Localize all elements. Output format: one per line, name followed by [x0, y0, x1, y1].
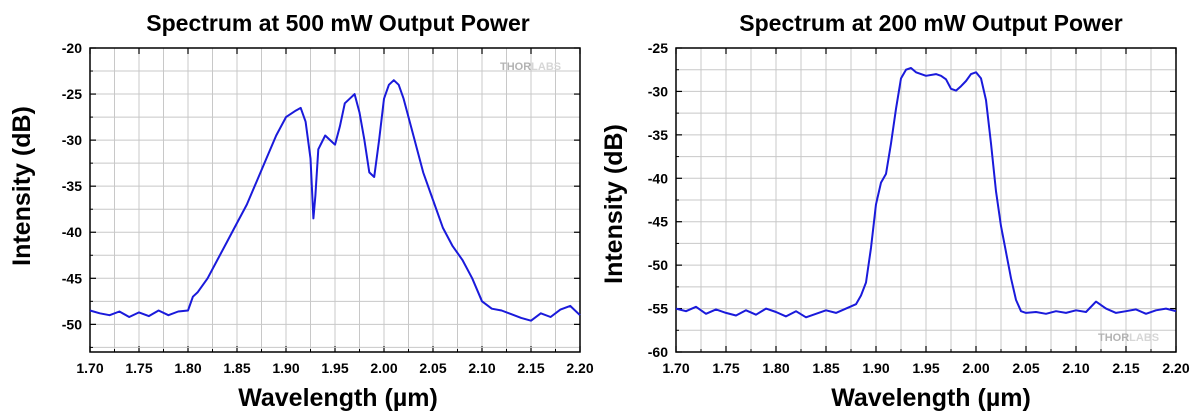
y-tick-label: -55 [648, 301, 668, 317]
chart-title: Spectrum at 500 mW Output Power [146, 10, 529, 36]
y-tick-label: -25 [648, 40, 668, 56]
spectrum-line [89, 79, 581, 322]
watermark-part-2: LABS [1129, 332, 1159, 344]
chart-panel-200mw: Spectrum at 200 mW Output Power Waveleng… [600, 0, 1200, 420]
chart-panel-500mw: Spectrum at 500 mW Output Power Waveleng… [8, 10, 594, 412]
x-tick-label: 1.90 [272, 360, 299, 376]
watermark-part-1: THOR [1098, 332, 1129, 344]
y-tick-label: -30 [62, 132, 82, 148]
x-tick-label: 2.00 [962, 360, 989, 376]
spectrum-chart-200mw: Spectrum at 200 mW Output Power Waveleng… [600, 10, 1190, 412]
y-axis-label: Intensity (dB) [600, 124, 628, 284]
x-axis-label: Wavelength (µm) [831, 384, 1031, 412]
plot-frame [675, 47, 1177, 353]
y-tick-label: -30 [648, 83, 668, 99]
y-tick-label: -40 [648, 170, 668, 186]
x-tick-label: 1.90 [862, 360, 889, 376]
x-tick-label: 1.70 [76, 360, 103, 376]
spectrum-chart-500mw: Spectrum at 500 mW Output Power Waveleng… [8, 10, 594, 412]
x-tick-label: 2.10 [1062, 360, 1089, 376]
watermark-part-1: THOR [500, 61, 531, 73]
x-tick-label: 1.70 [662, 360, 689, 376]
x-tick-label: 2.15 [1112, 360, 1139, 376]
y-axis-label: Intensity (dB) [8, 106, 36, 266]
y-tick-label: -35 [62, 178, 82, 194]
x-tick-label: 1.95 [321, 360, 348, 376]
y-tick-label: -20 [62, 40, 82, 56]
y-tick-label: -50 [648, 257, 668, 273]
x-tick-label: 1.85 [223, 360, 250, 376]
y-tick-label: -35 [648, 127, 668, 143]
y-tick-label: -45 [648, 214, 668, 230]
x-tick-label: 1.80 [174, 360, 201, 376]
chart-title: Spectrum at 200 mW Output Power [739, 10, 1122, 36]
y-tick-label: -40 [62, 224, 82, 240]
spectrum-line [675, 67, 1177, 319]
x-tick-label: 1.75 [125, 360, 152, 376]
thorlabs-watermark: THORLABS [500, 61, 561, 73]
x-tick-label: 1.85 [812, 360, 839, 376]
x-tick-label: 2.20 [566, 360, 593, 376]
x-tick-label: 1.80 [762, 360, 789, 376]
y-tick-label: -60 [648, 344, 668, 360]
x-tick-label: 2.00 [370, 360, 397, 376]
x-tick-label: 1.95 [912, 360, 939, 376]
x-tick-label: 2.05 [1012, 360, 1039, 376]
x-tick-label: 2.20 [1162, 360, 1189, 376]
x-tick-label: 2.10 [468, 360, 495, 376]
plot-frame [89, 47, 581, 353]
svg-text:THORLABS: THORLABS [1098, 332, 1159, 344]
y-tick-label: -25 [62, 86, 82, 102]
thorlabs-watermark: THORLABS [1098, 332, 1159, 344]
x-tick-label: 1.75 [712, 360, 739, 376]
x-tick-label: 2.05 [419, 360, 446, 376]
y-tick-label: -50 [62, 316, 82, 332]
x-tick-label: 2.15 [517, 360, 544, 376]
y-tick-label: -45 [62, 270, 82, 286]
svg-text:THORLABS: THORLABS [500, 61, 561, 73]
x-axis-label: Wavelength (µm) [238, 384, 438, 412]
watermark-part-2: LABS [531, 61, 561, 73]
